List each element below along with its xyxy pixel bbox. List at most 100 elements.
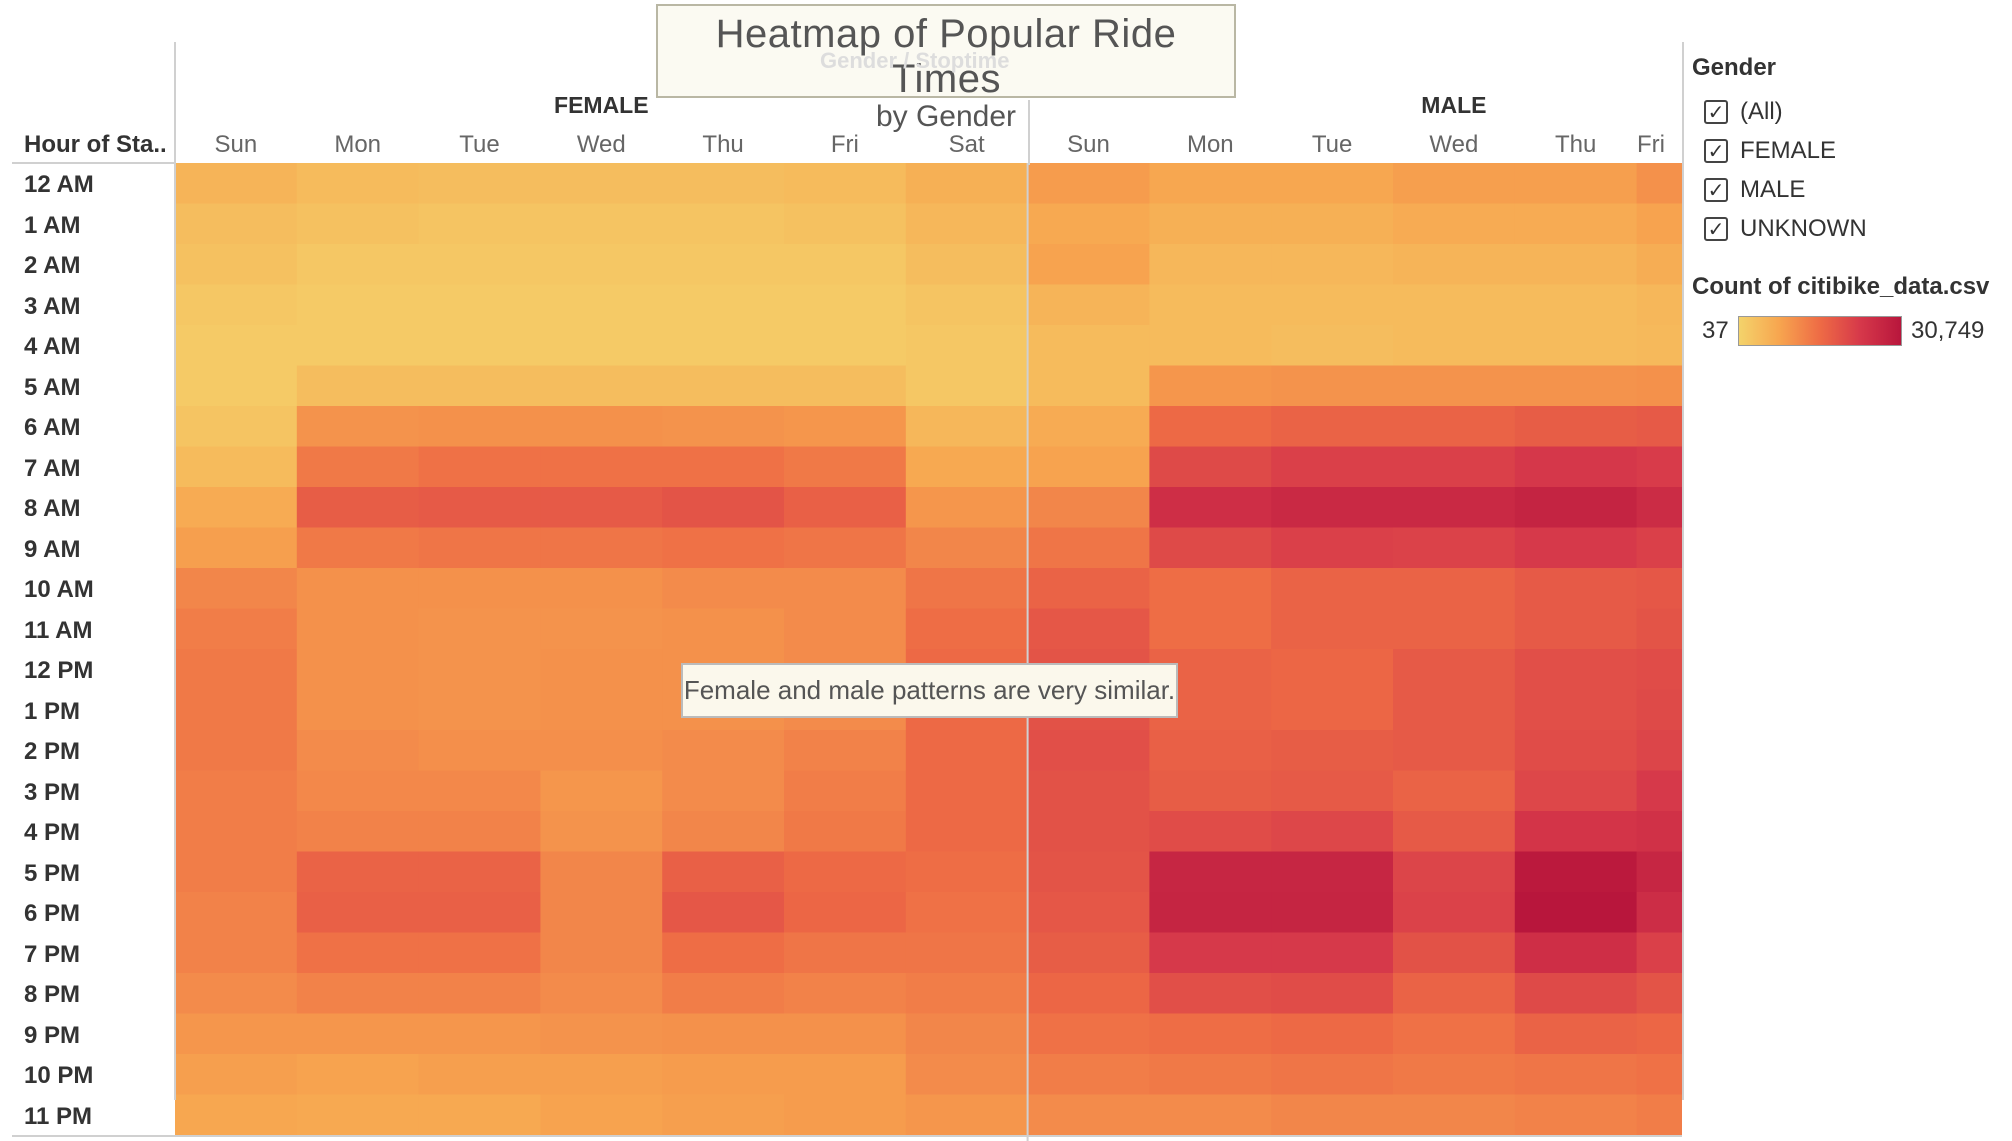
heatmap-cell[interactable] bbox=[1636, 1094, 1682, 1136]
heatmap-cell[interactable] bbox=[784, 730, 907, 772]
heatmap-cell[interactable] bbox=[540, 1094, 663, 1136]
heatmap-cell[interactable] bbox=[540, 932, 663, 974]
heatmap-cell[interactable] bbox=[1514, 446, 1638, 488]
heatmap-cell[interactable] bbox=[905, 770, 1029, 812]
heatmap-cell[interactable] bbox=[1514, 568, 1638, 610]
heatmap-cell[interactable] bbox=[418, 1013, 541, 1055]
heatmap-cell[interactable] bbox=[1636, 365, 1682, 407]
heatmap-cell[interactable] bbox=[1514, 1094, 1638, 1136]
heatmap-cell[interactable] bbox=[1271, 973, 1394, 1015]
heatmap-cell[interactable] bbox=[175, 284, 298, 326]
heatmap-cell[interactable] bbox=[1271, 203, 1394, 245]
heatmap-cell[interactable] bbox=[1271, 608, 1394, 650]
heatmap-cell[interactable] bbox=[175, 163, 298, 205]
heatmap-cell[interactable] bbox=[1271, 406, 1394, 448]
heatmap-cell[interactable] bbox=[1514, 487, 1638, 529]
heatmap-cell[interactable] bbox=[1149, 203, 1272, 245]
heatmap-cell[interactable] bbox=[1393, 446, 1516, 488]
heatmap-cell[interactable] bbox=[418, 932, 541, 974]
heatmap-cell[interactable] bbox=[1027, 770, 1150, 812]
heatmap-cell[interactable] bbox=[905, 1054, 1029, 1096]
heatmap-cell[interactable] bbox=[1271, 851, 1394, 893]
heatmap-cell[interactable] bbox=[784, 568, 907, 610]
heatmap-cell[interactable] bbox=[418, 365, 541, 407]
heatmap-cell[interactable] bbox=[540, 973, 663, 1015]
heatmap-cell[interactable] bbox=[540, 851, 663, 893]
heatmap-cell[interactable] bbox=[418, 487, 541, 529]
heatmap-cell[interactable] bbox=[1271, 163, 1394, 205]
heatmap-cell[interactable] bbox=[1636, 649, 1682, 691]
heatmap-cell[interactable] bbox=[1514, 1054, 1638, 1096]
heatmap-cell[interactable] bbox=[540, 892, 663, 934]
heatmap-cell[interactable] bbox=[1514, 932, 1638, 974]
heatmap-cell[interactable] bbox=[662, 365, 785, 407]
heatmap-cell[interactable] bbox=[1149, 163, 1272, 205]
heatmap-cell[interactable] bbox=[1149, 608, 1272, 650]
heatmap-cell[interactable] bbox=[175, 365, 298, 407]
heatmap-cell[interactable] bbox=[905, 365, 1029, 407]
heatmap-cell[interactable] bbox=[296, 527, 420, 569]
heatmap-cell[interactable] bbox=[784, 487, 907, 529]
heatmap-cell[interactable] bbox=[296, 892, 420, 934]
heatmap-cell[interactable] bbox=[1271, 487, 1394, 529]
heatmap-cell[interactable] bbox=[418, 608, 541, 650]
heatmap-cell[interactable] bbox=[1393, 770, 1516, 812]
heatmap-cell[interactable] bbox=[784, 284, 907, 326]
heatmap-cell[interactable] bbox=[540, 689, 663, 731]
heatmap-cell[interactable] bbox=[1027, 973, 1150, 1015]
heatmap-cell[interactable] bbox=[1514, 608, 1638, 650]
gender-filter-item[interactable]: ✓ (All) bbox=[1704, 97, 1783, 127]
heatmap-cell[interactable] bbox=[662, 284, 785, 326]
heatmap-cell[interactable] bbox=[175, 649, 298, 691]
gender-filter-item[interactable]: ✓ MALE bbox=[1704, 175, 1805, 205]
heatmap-cell[interactable] bbox=[1393, 649, 1516, 691]
heatmap-cell[interactable] bbox=[1636, 284, 1682, 326]
heatmap-cell[interactable] bbox=[662, 730, 785, 772]
heatmap-cell[interactable] bbox=[296, 163, 420, 205]
heatmap-cell[interactable] bbox=[784, 203, 907, 245]
heatmap-cell[interactable] bbox=[540, 163, 663, 205]
heatmap-cell[interactable] bbox=[1636, 608, 1682, 650]
heatmap-cell[interactable] bbox=[905, 1013, 1029, 1055]
heatmap-cell[interactable] bbox=[1027, 851, 1150, 893]
heatmap-cell[interactable] bbox=[418, 163, 541, 205]
heatmap-cell[interactable] bbox=[1514, 1013, 1638, 1055]
heatmap-cell[interactable] bbox=[540, 811, 663, 853]
heatmap-cell[interactable] bbox=[175, 527, 298, 569]
heatmap-cell[interactable] bbox=[784, 325, 907, 367]
heatmap-cell[interactable] bbox=[1271, 244, 1394, 286]
heatmap-cell[interactable] bbox=[418, 730, 541, 772]
heatmap-cell[interactable] bbox=[1636, 851, 1682, 893]
heatmap-cell[interactable] bbox=[296, 244, 420, 286]
heatmap-cell[interactable] bbox=[296, 973, 420, 1015]
gender-filter-item[interactable]: ✓ FEMALE bbox=[1704, 136, 1836, 166]
heatmap-cell[interactable] bbox=[662, 527, 785, 569]
heatmap-cell[interactable] bbox=[1149, 284, 1272, 326]
heatmap-cell[interactable] bbox=[1027, 527, 1150, 569]
heatmap-cell[interactable] bbox=[540, 487, 663, 529]
heatmap-cell[interactable] bbox=[662, 203, 785, 245]
checkbox-icon[interactable]: ✓ bbox=[1704, 139, 1728, 163]
heatmap-cell[interactable] bbox=[1514, 770, 1638, 812]
heatmap-cell[interactable] bbox=[1514, 163, 1638, 205]
heatmap-cell[interactable] bbox=[1393, 973, 1516, 1015]
heatmap-cell[interactable] bbox=[1393, 689, 1516, 731]
heatmap-cell[interactable] bbox=[1393, 163, 1516, 205]
heatmap-cell[interactable] bbox=[662, 1013, 785, 1055]
heatmap-cell[interactable] bbox=[1393, 1054, 1516, 1096]
heatmap-cell[interactable] bbox=[175, 1054, 298, 1096]
heatmap-cell[interactable] bbox=[784, 608, 907, 650]
heatmap-cell[interactable] bbox=[175, 487, 298, 529]
heatmap-cell[interactable] bbox=[905, 1094, 1029, 1136]
heatmap-cell[interactable] bbox=[905, 244, 1029, 286]
heatmap-cell[interactable] bbox=[662, 406, 785, 448]
heatmap-cell[interactable] bbox=[905, 730, 1029, 772]
heatmap-cell[interactable] bbox=[1636, 203, 1682, 245]
heatmap-cell[interactable] bbox=[175, 568, 298, 610]
heatmap-cell[interactable] bbox=[1149, 325, 1272, 367]
heatmap-cell[interactable] bbox=[1393, 203, 1516, 245]
heatmap-cell[interactable] bbox=[418, 689, 541, 731]
heatmap-cell[interactable] bbox=[1271, 730, 1394, 772]
heatmap-cell[interactable] bbox=[1393, 284, 1516, 326]
heatmap-cell[interactable] bbox=[1271, 1054, 1394, 1096]
